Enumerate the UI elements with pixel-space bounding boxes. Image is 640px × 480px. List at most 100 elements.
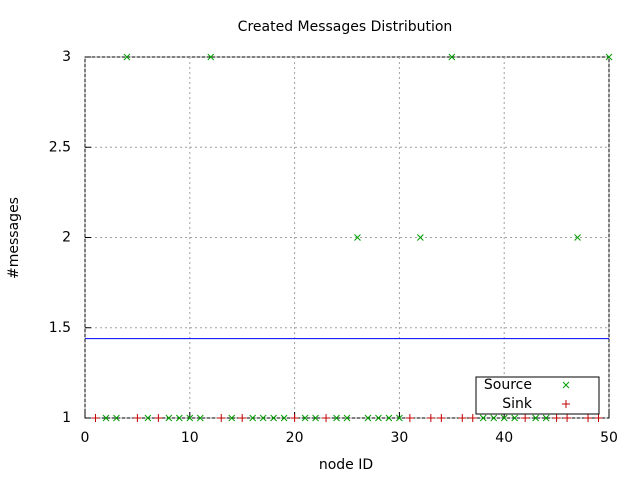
point — [405, 414, 414, 422]
chart-title: Created Messages Distribution — [238, 19, 453, 35]
point — [448, 53, 456, 61]
point — [270, 414, 277, 422]
point — [574, 234, 581, 241]
point — [563, 414, 572, 422]
y-tick-label: 1 — [62, 410, 71, 426]
marker-stroke — [511, 414, 519, 422]
point — [511, 414, 519, 422]
marker-stroke — [396, 414, 403, 422]
marker-stroke — [532, 414, 539, 422]
marker-stroke — [113, 414, 120, 422]
marker-stroke — [490, 414, 498, 422]
point — [417, 234, 424, 241]
point — [217, 414, 226, 422]
point — [458, 414, 467, 422]
point — [333, 414, 340, 422]
marker-stroke — [448, 53, 456, 61]
marker-stroke — [259, 414, 267, 422]
point — [175, 414, 183, 422]
point — [490, 414, 498, 422]
marker-stroke — [207, 53, 215, 61]
marker-stroke — [364, 414, 372, 422]
point — [322, 414, 331, 422]
marker-stroke — [186, 414, 194, 422]
point — [91, 414, 100, 422]
x-tick-label: 20 — [286, 430, 304, 446]
point — [437, 414, 446, 422]
marker-stroke — [343, 414, 351, 422]
point — [385, 414, 393, 422]
x-tick-label: 10 — [181, 430, 199, 446]
point — [312, 414, 319, 422]
point — [301, 414, 309, 422]
marker-stroke — [249, 414, 257, 422]
point — [594, 414, 603, 422]
legend-box — [475, 376, 600, 415]
point — [354, 234, 361, 241]
marker-stroke — [500, 414, 508, 422]
marker-stroke — [479, 414, 487, 422]
marker-stroke — [196, 414, 204, 422]
marker-stroke — [375, 414, 382, 422]
point — [290, 414, 299, 422]
point — [165, 414, 173, 422]
marker-stroke — [562, 381, 570, 389]
point — [207, 53, 215, 61]
y-axis-label: #messages — [6, 197, 22, 279]
point — [280, 414, 288, 422]
x-tick-label: 50 — [600, 430, 618, 446]
point — [375, 414, 382, 422]
point — [123, 53, 131, 61]
y-tick-label: 2 — [62, 230, 71, 246]
marker-stroke — [605, 53, 613, 61]
marker-stroke — [123, 53, 131, 61]
point — [479, 414, 487, 422]
marker-stroke — [165, 414, 173, 422]
point — [144, 414, 152, 422]
marker-stroke — [102, 414, 110, 422]
point — [259, 414, 267, 422]
point — [249, 414, 257, 422]
marker-stroke — [385, 414, 393, 422]
point — [500, 414, 508, 422]
point — [562, 381, 570, 389]
x-axis-label: node ID — [319, 457, 373, 473]
point — [532, 414, 539, 422]
point — [521, 414, 530, 422]
y-tick-label: 3 — [62, 49, 71, 65]
point — [396, 414, 403, 422]
x-tick-label: 40 — [495, 430, 513, 446]
marker-stroke — [333, 414, 340, 422]
legend-label: Sink — [502, 396, 533, 412]
point — [468, 414, 477, 422]
marker-stroke — [354, 234, 361, 241]
marker-stroke — [280, 414, 288, 422]
point — [133, 414, 142, 422]
point — [562, 400, 570, 408]
marker-stroke — [312, 414, 319, 422]
legend: Source Sink — [475, 376, 600, 415]
point — [605, 53, 613, 61]
point — [584, 414, 593, 422]
marker-stroke — [144, 414, 152, 422]
point — [343, 414, 351, 422]
point — [154, 414, 163, 422]
point — [196, 414, 204, 422]
marker-stroke — [228, 414, 236, 422]
marker-stroke — [574, 234, 581, 241]
marker-stroke — [542, 414, 550, 422]
marker-stroke — [175, 414, 183, 422]
y-tick-label: 2.5 — [49, 139, 71, 155]
point — [186, 414, 194, 422]
legend-label: Source — [484, 377, 532, 393]
point — [552, 414, 561, 422]
marker-stroke — [301, 414, 309, 422]
point — [238, 414, 247, 422]
marker-stroke — [417, 234, 424, 241]
point — [364, 414, 372, 422]
x-tick-label: 0 — [81, 430, 90, 446]
y-tick-label: 1.5 — [49, 320, 71, 336]
point — [542, 414, 550, 422]
